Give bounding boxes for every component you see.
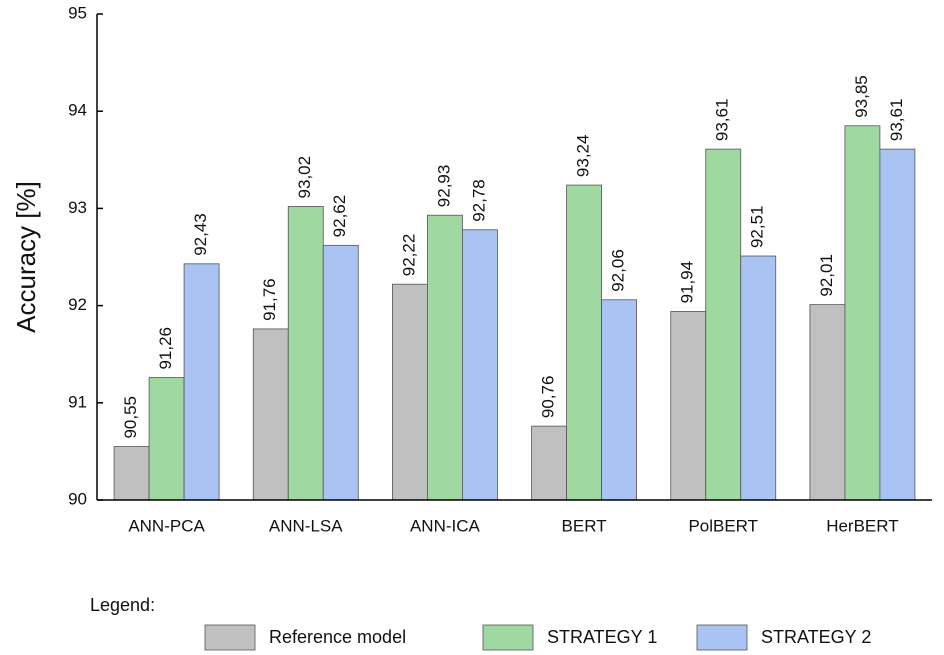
bar [113,446,150,501]
legend-label: STRATEGY 1 [547,627,657,647]
bar [844,125,881,501]
data-label: 91,76 [260,278,279,321]
data-label: 92,62 [330,195,349,238]
bar [670,311,707,501]
y-tick-label: 90 [68,489,87,508]
data-label: 92,51 [748,205,767,248]
data-label: 91,26 [156,327,175,370]
y-tick-label: 94 [68,101,87,120]
x-tick-label: HerBERT [826,516,898,535]
x-tick-label: PolBERT [688,516,758,535]
legend-swatch [482,624,534,651]
data-label: 92,01 [817,254,836,297]
y-tick-label: 95 [68,3,87,22]
data-label: 92,93 [434,165,453,208]
bar [601,299,637,501]
y-tick-label: 92 [68,295,87,314]
data-label: 93,24 [574,135,593,178]
bar [183,263,220,501]
data-label: 92,43 [191,213,210,256]
data-label: 92,22 [399,234,418,277]
bar [809,304,846,501]
legend-label: STRATEGY 2 [761,627,871,647]
bar [531,425,567,501]
bar [566,184,602,501]
bar [322,244,359,501]
y-tick-label: 91 [68,392,87,411]
bar [392,283,428,501]
bar [740,255,777,501]
bar [148,377,185,501]
legend-swatch [696,624,748,651]
data-label: 92,78 [469,179,488,222]
y-tick-label: 93 [68,198,87,217]
bar [705,148,742,501]
x-tick-label: ANN-ICA [410,516,481,535]
x-tick-label: ANN-LSA [269,516,343,535]
data-label: 92,06 [609,249,628,292]
data-label: 93,02 [295,156,314,199]
data-label: 90,76 [539,376,558,419]
y-axis-label: Accuracy [%] [11,181,41,333]
data-label: 90,55 [121,396,140,439]
legend-label: Reference model [269,627,406,647]
x-tick-label: BERT [562,516,607,535]
bar [879,148,916,501]
x-tick-label: ANN-PCA [128,516,205,535]
bar [287,206,324,501]
bar [252,328,289,501]
legend-title: Legend: [90,595,155,615]
data-label: 91,94 [678,261,697,304]
legend-swatch [204,624,256,651]
data-label: 93,61 [713,99,732,142]
data-label: 93,85 [852,75,871,118]
bar [462,229,498,501]
data-label: 93,61 [887,99,906,142]
bar [427,214,463,501]
